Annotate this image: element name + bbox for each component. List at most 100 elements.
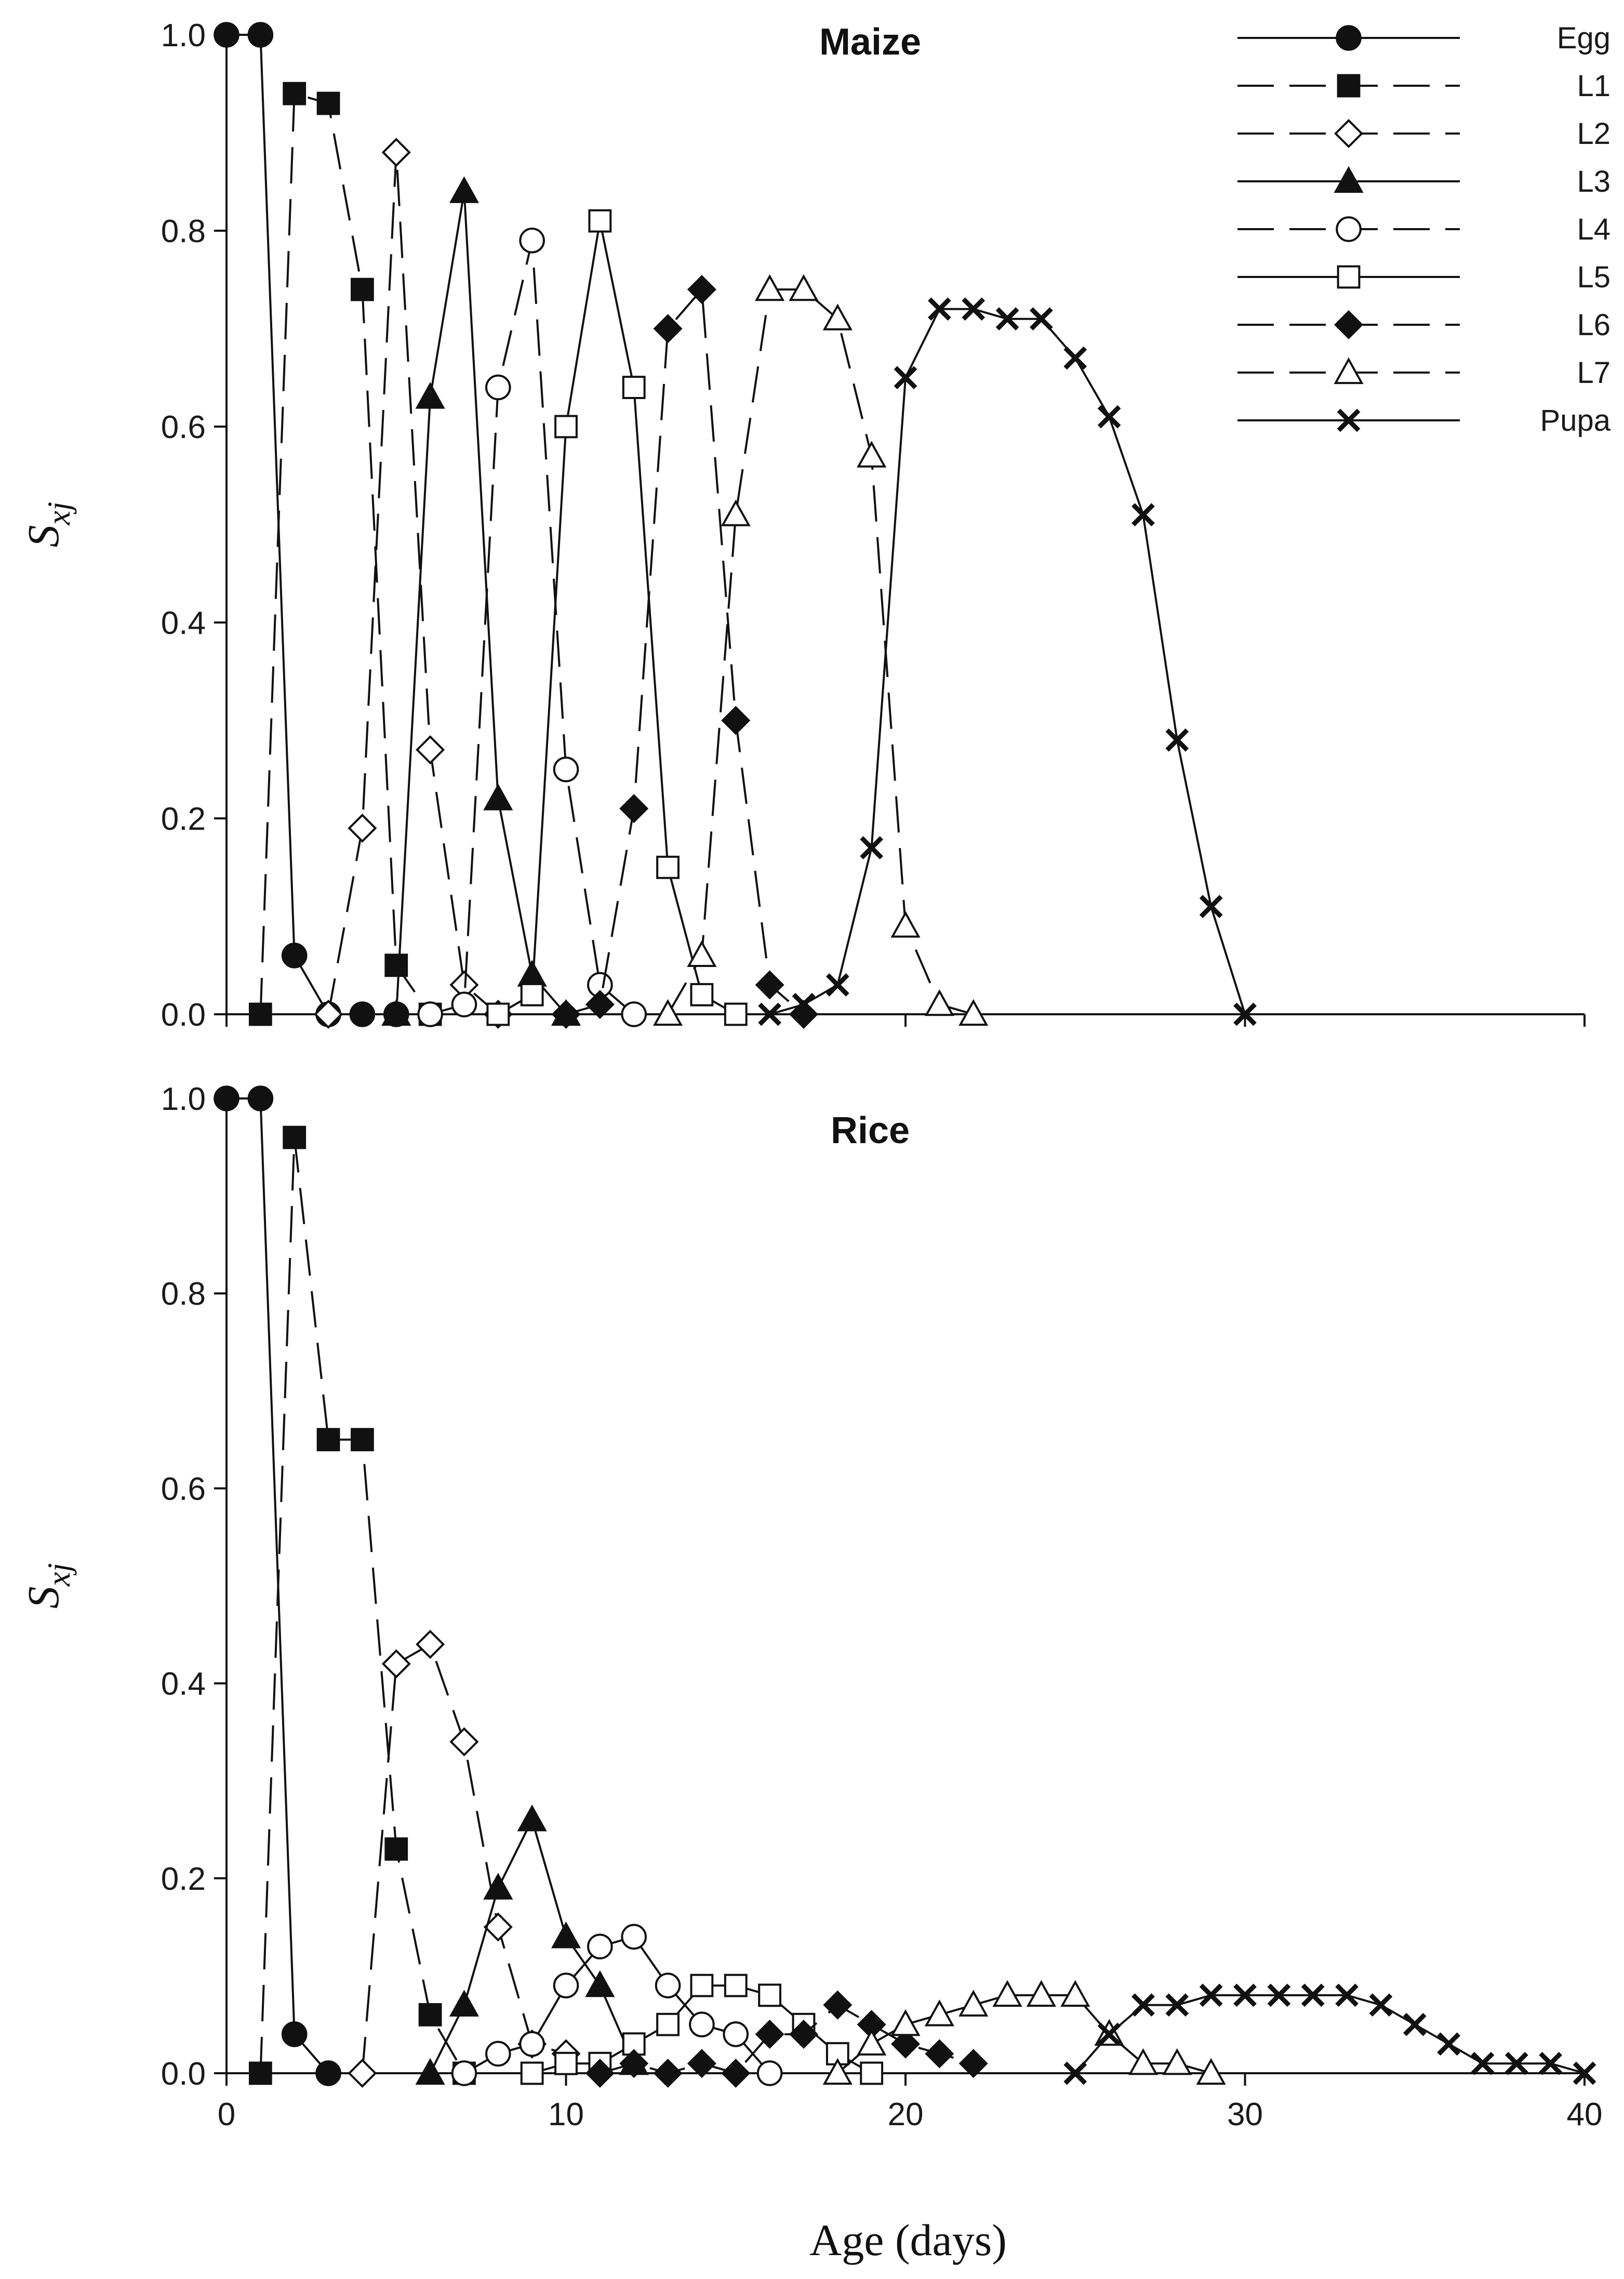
y-tick-label: 0.2 <box>161 1861 206 1897</box>
data-point <box>449 1990 480 2017</box>
data-point <box>755 274 785 301</box>
data-point <box>687 940 717 968</box>
data-point <box>553 1972 579 1998</box>
legend-marker <box>1334 118 1364 149</box>
data-point <box>281 2021 308 2047</box>
data-point <box>483 1873 513 1900</box>
data-point <box>415 2058 445 2085</box>
data-point <box>451 2060 477 2086</box>
y-tick-label: 0.4 <box>161 605 206 641</box>
legend-marker <box>1336 216 1362 242</box>
data-point <box>381 1649 411 1679</box>
y-axis-title: Sxj <box>18 1563 77 1609</box>
legend-item: Egg <box>1237 21 1610 55</box>
series-pupa <box>758 297 1257 1026</box>
data-point <box>554 2051 578 2075</box>
legend-item: L6 <box>1237 308 1610 342</box>
data-point <box>351 1428 374 1451</box>
data-point <box>451 991 477 1017</box>
data-point <box>1128 2048 1159 2075</box>
y-tick-label: 0.4 <box>161 1666 206 1702</box>
data-point <box>519 2031 545 2057</box>
series-line <box>600 2004 974 2075</box>
data-point <box>792 992 816 1016</box>
data-point <box>519 228 545 254</box>
data-point <box>721 499 751 526</box>
data-point <box>520 2061 544 2085</box>
legend-marker <box>1337 74 1361 98</box>
data-point <box>214 22 239 48</box>
data-point <box>384 1837 408 1861</box>
legend-marker <box>1337 408 1361 432</box>
legend-marker <box>1336 25 1362 51</box>
data-point <box>316 1428 340 1451</box>
data-point <box>959 999 989 1026</box>
data-point <box>283 1125 307 1149</box>
data-point <box>247 1085 274 1111</box>
data-point <box>621 1001 647 1027</box>
data-point <box>449 176 480 203</box>
data-point <box>721 2058 751 2088</box>
data-point <box>248 1002 272 1026</box>
data-point <box>384 953 408 977</box>
data-point <box>1199 895 1223 919</box>
data-point <box>894 366 917 390</box>
data-point <box>283 82 307 105</box>
series-l5 <box>486 209 748 1026</box>
data-point <box>758 1002 781 1026</box>
panel-title: Rice <box>831 1110 910 1151</box>
data-point <box>690 983 714 1006</box>
series-line <box>667 288 974 1015</box>
data-point <box>758 1983 781 2007</box>
y-tick-label: 1.0 <box>161 18 206 54</box>
y-tick-label: 0.0 <box>161 2056 206 2092</box>
series-l3 <box>381 176 581 1026</box>
data-point <box>1030 307 1053 331</box>
y-tick-label: 1.0 <box>161 1081 206 1117</box>
series-line <box>463 1936 771 2074</box>
legend-label: Egg <box>1557 21 1610 55</box>
data-point <box>687 2049 716 2078</box>
x-tick-label: 30 <box>1227 2097 1263 2132</box>
series-l6 <box>551 275 818 1029</box>
data-point <box>995 307 1019 331</box>
data-point <box>1471 2051 1495 2075</box>
data-point <box>890 2029 921 2059</box>
data-point <box>1199 1983 1223 2007</box>
legend-item: L1 <box>1237 69 1610 103</box>
data-point <box>755 970 784 1000</box>
data-point <box>1060 1980 1090 2007</box>
data-point <box>449 1727 479 1757</box>
series-l7 <box>822 1980 1226 2085</box>
legend: Egg L1 L2 L3 L4 L5 L6 L7 Pupa <box>1237 21 1611 438</box>
series-l3 <box>415 1804 649 2085</box>
data-point <box>351 277 374 301</box>
data-point <box>962 297 986 321</box>
y-axis-title: Sxj <box>18 502 77 548</box>
data-point <box>349 1001 376 1027</box>
data-point <box>890 911 921 938</box>
legend-item: Pupa <box>1237 404 1611 438</box>
series-l6 <box>585 1990 988 2088</box>
data-point <box>860 836 884 859</box>
series-line <box>1074 1994 1585 2074</box>
data-point <box>348 813 377 843</box>
series-l4 <box>451 1924 783 2086</box>
data-point <box>1132 503 1155 527</box>
data-point <box>890 2009 921 2036</box>
data-point <box>1505 2051 1528 2075</box>
data-point <box>483 783 513 811</box>
data-point <box>959 2049 988 2078</box>
data-point <box>517 1804 547 1832</box>
data-point <box>656 2012 680 2036</box>
series-line <box>227 1097 329 2074</box>
legend-label: L3 <box>1577 165 1610 198</box>
data-point <box>485 374 511 401</box>
legend-item: L4 <box>1237 213 1610 246</box>
data-point <box>588 209 612 233</box>
data-point <box>1233 1002 1257 1026</box>
data-point <box>1335 1983 1359 2007</box>
legend-label: L4 <box>1577 213 1610 246</box>
data-point <box>348 2058 377 2088</box>
legend-label: L1 <box>1577 69 1610 103</box>
